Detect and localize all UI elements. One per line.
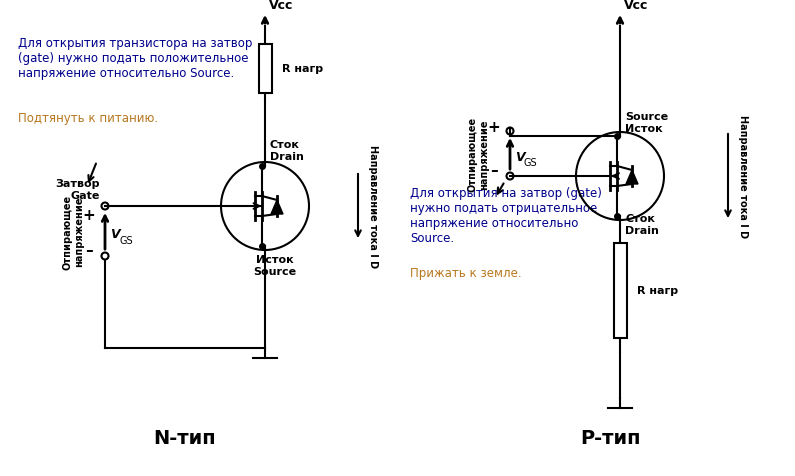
Text: Отпирающее
напряжение: Отпирающее напряжение <box>62 194 83 269</box>
Text: Для открытия на затвор (gate)
нужно подать отрицательное
напряжение относительно: Для открытия на затвор (gate) нужно пода… <box>410 187 602 245</box>
Text: Source
Исток: Source Исток <box>625 112 668 134</box>
Text: Р-тип: Р-тип <box>580 428 640 447</box>
Polygon shape <box>271 200 283 215</box>
Text: Сток
Drain: Сток Drain <box>270 140 304 162</box>
Text: Затвор
Gate: Затвор Gate <box>56 179 100 200</box>
Text: –: – <box>85 243 93 258</box>
Text: V: V <box>515 151 525 164</box>
Text: N-тип: N-тип <box>153 428 216 447</box>
Bar <box>258 45 272 94</box>
Text: Vcc: Vcc <box>269 0 293 12</box>
Text: Прижать к земле.: Прижать к земле. <box>410 267 522 279</box>
Text: GS: GS <box>119 236 133 246</box>
Polygon shape <box>626 170 638 185</box>
Text: +: + <box>487 119 500 134</box>
Text: –: – <box>491 163 498 178</box>
Text: Исток
Source: Исток Source <box>254 255 297 276</box>
Text: V: V <box>110 228 119 241</box>
Text: Сток
Drain: Сток Drain <box>625 214 659 235</box>
Text: GS: GS <box>524 158 537 168</box>
Text: Направление тока I D: Направление тока I D <box>738 115 748 238</box>
Bar <box>614 244 626 338</box>
Text: Vcc: Vcc <box>624 0 649 12</box>
Text: Отпирающее
напряжение: Отпирающее напряжение <box>467 117 489 192</box>
Text: Для открытия транзистора на затвор
(gate) нужно подать положительное
напряжение : Для открытия транзистора на затвор (gate… <box>18 37 252 80</box>
Text: +: + <box>83 207 95 222</box>
Text: Направление тока I D: Направление тока I D <box>368 145 378 268</box>
Text: R нагр: R нагр <box>637 286 678 296</box>
Text: R нагр: R нагр <box>282 64 323 74</box>
Text: Подтянуть к питанию.: Подтянуть к питанию. <box>18 112 158 125</box>
